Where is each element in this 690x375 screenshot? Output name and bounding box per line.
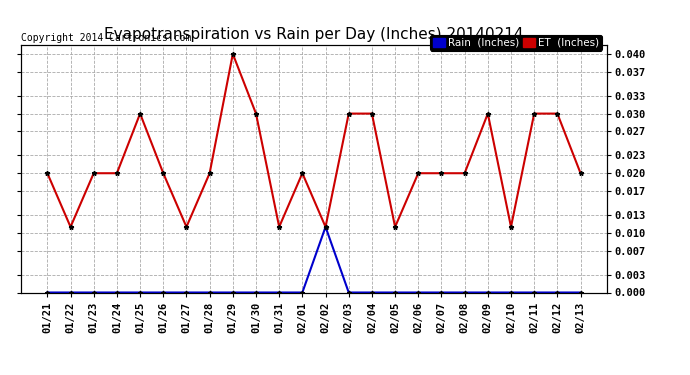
Title: Evapotranspiration vs Rain per Day (Inches) 20140214: Evapotranspiration vs Rain per Day (Inch…	[104, 27, 524, 42]
Text: Copyright 2014 Cartronics.com: Copyright 2014 Cartronics.com	[21, 33, 191, 42]
Legend: Rain  (Inches), ET  (Inches): Rain (Inches), ET (Inches)	[430, 35, 602, 51]
